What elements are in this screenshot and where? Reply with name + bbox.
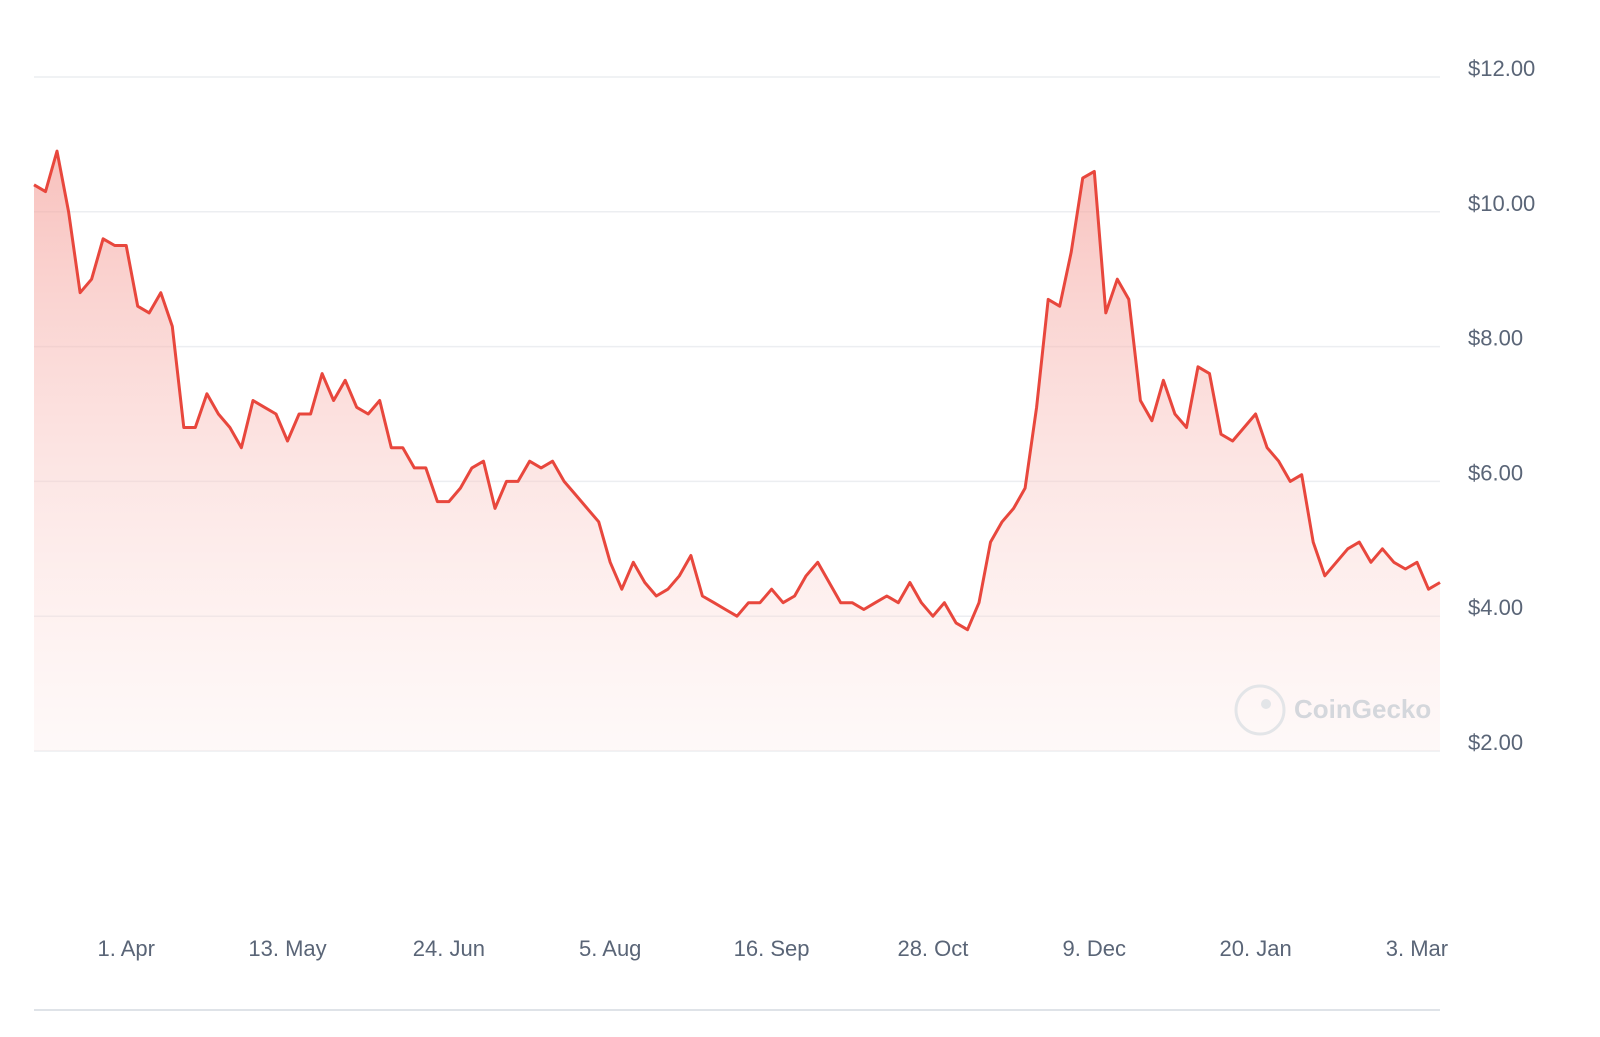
x-tick-label: 1. Apr <box>97 936 154 961</box>
y-tick-label: $2.00 <box>1468 730 1523 755</box>
x-tick-label: 24. Jun <box>413 936 485 961</box>
watermark: CoinGecko <box>1294 694 1431 724</box>
y-tick-label: $8.00 <box>1468 326 1523 351</box>
x-tick-label: 3. Mar <box>1386 936 1448 961</box>
y-tick-label: $6.00 <box>1468 460 1523 485</box>
price-line <box>33 149 1441 632</box>
x-tick-label: 5. Aug <box>579 936 641 961</box>
watermark-logo <box>1234 684 1286 736</box>
x-tick-label: 13. May <box>248 936 326 961</box>
y-tick-label: $10.00 <box>1468 191 1535 216</box>
x-tick-label: 28. Oct <box>897 936 968 961</box>
x-tick-label: 16. Sep <box>734 936 810 961</box>
x-tick-label: 9. Dec <box>1062 936 1126 961</box>
y-tick-label: $4.00 <box>1468 595 1523 620</box>
x-tick-label: 20. Jan <box>1220 936 1292 961</box>
y-tick-label: $12.00 <box>1468 56 1535 81</box>
area <box>34 151 1440 752</box>
